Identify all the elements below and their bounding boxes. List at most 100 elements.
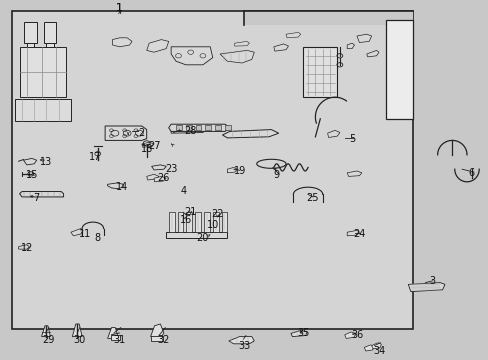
Bar: [12, 11, 412, 329]
Polygon shape: [27, 43, 34, 47]
Text: 27: 27: [147, 141, 160, 151]
Bar: [215, 125, 221, 130]
Polygon shape: [366, 50, 378, 57]
Bar: [176, 125, 182, 130]
Text: 17: 17: [89, 152, 102, 162]
Text: 13: 13: [40, 157, 53, 167]
Polygon shape: [44, 22, 56, 43]
Bar: [185, 125, 191, 130]
Text: 9: 9: [273, 170, 279, 180]
Text: 21: 21: [184, 207, 197, 217]
Polygon shape: [177, 212, 183, 232]
Polygon shape: [168, 212, 174, 232]
Text: 2: 2: [139, 128, 144, 138]
Text: 8: 8: [95, 233, 101, 243]
Text: 35: 35: [296, 328, 309, 338]
Text: 14: 14: [116, 182, 128, 192]
Bar: [150, 336, 163, 341]
Polygon shape: [171, 47, 212, 65]
Polygon shape: [24, 22, 37, 43]
Text: 7: 7: [34, 193, 40, 203]
Polygon shape: [234, 41, 249, 46]
Polygon shape: [146, 40, 168, 52]
Text: 20: 20: [196, 233, 209, 243]
Text: 11: 11: [79, 229, 92, 239]
Polygon shape: [203, 212, 209, 232]
Text: 3: 3: [429, 276, 435, 286]
Polygon shape: [20, 47, 66, 97]
Polygon shape: [303, 47, 337, 97]
Text: 6: 6: [468, 168, 474, 178]
Text: 26: 26: [157, 173, 170, 183]
Polygon shape: [171, 129, 205, 133]
Polygon shape: [221, 212, 227, 232]
Polygon shape: [41, 326, 50, 337]
Polygon shape: [181, 213, 186, 219]
Polygon shape: [186, 212, 192, 232]
Polygon shape: [195, 212, 201, 232]
Text: 31: 31: [113, 335, 126, 345]
Polygon shape: [23, 158, 37, 165]
Text: 18: 18: [140, 144, 153, 154]
Text: 5: 5: [348, 134, 354, 144]
Polygon shape: [20, 192, 63, 197]
Bar: [111, 335, 120, 340]
Bar: [244, 11, 412, 25]
Polygon shape: [107, 183, 123, 189]
Text: 23: 23: [164, 164, 177, 174]
Bar: [224, 125, 230, 130]
Polygon shape: [407, 283, 444, 292]
Polygon shape: [220, 50, 254, 63]
Polygon shape: [112, 38, 132, 47]
Polygon shape: [222, 130, 278, 138]
Polygon shape: [15, 99, 71, 121]
Text: 19: 19: [233, 166, 245, 176]
Polygon shape: [371, 343, 381, 349]
Text: 15: 15: [25, 170, 38, 180]
Text: 32: 32: [157, 335, 170, 345]
Polygon shape: [166, 232, 227, 238]
Text: 4: 4: [180, 186, 186, 196]
Polygon shape: [212, 212, 218, 232]
Text: 36: 36: [350, 330, 363, 340]
Polygon shape: [327, 130, 339, 138]
Text: 24: 24: [352, 229, 365, 239]
Polygon shape: [105, 126, 146, 140]
Polygon shape: [71, 229, 83, 236]
Polygon shape: [228, 337, 254, 344]
Text: 33: 33: [238, 341, 250, 351]
Text: 10: 10: [206, 220, 219, 230]
Polygon shape: [285, 32, 300, 38]
Polygon shape: [154, 176, 166, 182]
Polygon shape: [146, 174, 159, 180]
Polygon shape: [142, 142, 154, 147]
Text: 16: 16: [179, 215, 192, 225]
Polygon shape: [151, 165, 166, 170]
Text: 12: 12: [20, 243, 33, 253]
Bar: [195, 125, 201, 130]
Polygon shape: [346, 230, 359, 236]
Text: 25: 25: [306, 193, 319, 203]
Polygon shape: [273, 44, 288, 51]
Polygon shape: [356, 34, 371, 42]
Polygon shape: [19, 245, 29, 249]
Polygon shape: [386, 20, 412, 119]
Text: 34: 34: [372, 346, 385, 356]
Polygon shape: [364, 345, 373, 351]
Text: 1: 1: [116, 3, 123, 13]
Polygon shape: [346, 171, 361, 176]
Polygon shape: [107, 328, 117, 338]
Text: 28: 28: [184, 126, 197, 136]
Text: 30: 30: [73, 335, 86, 345]
Text: 29: 29: [42, 335, 55, 345]
Polygon shape: [46, 43, 54, 47]
Polygon shape: [227, 167, 237, 173]
Polygon shape: [290, 330, 306, 337]
Text: 22: 22: [211, 209, 224, 219]
Polygon shape: [168, 124, 229, 131]
Polygon shape: [72, 324, 82, 337]
Polygon shape: [346, 43, 354, 49]
Bar: [205, 125, 211, 130]
Text: 1: 1: [116, 3, 123, 13]
Polygon shape: [344, 332, 355, 338]
